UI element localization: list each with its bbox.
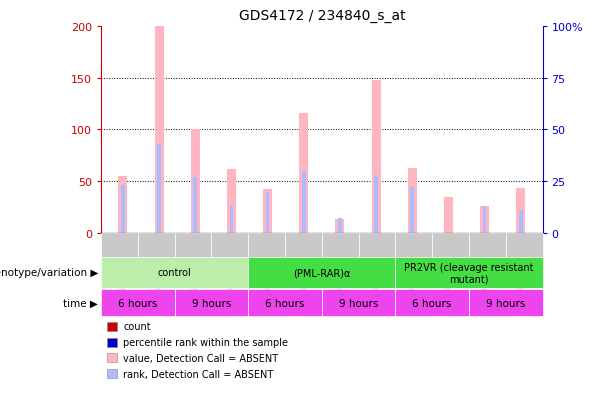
Bar xyxy=(480,206,489,233)
Bar xyxy=(230,206,233,233)
Bar xyxy=(516,189,525,233)
Text: percentile rank within the sample: percentile rank within the sample xyxy=(123,337,288,347)
Text: genotype/variation ▶: genotype/variation ▶ xyxy=(0,268,98,278)
Bar xyxy=(299,114,308,233)
Bar xyxy=(154,27,164,233)
Bar xyxy=(411,188,414,233)
Bar xyxy=(371,81,381,233)
Text: (PML-RAR)α: (PML-RAR)α xyxy=(293,268,351,278)
Text: PR2VR (cleavage resistant
mutant): PR2VR (cleavage resistant mutant) xyxy=(404,262,534,284)
Text: 9 hours: 9 hours xyxy=(486,298,525,308)
Text: rank, Detection Call = ABSENT: rank, Detection Call = ABSENT xyxy=(123,369,273,379)
Bar xyxy=(157,145,161,233)
Bar xyxy=(519,211,523,233)
Text: time ▶: time ▶ xyxy=(63,298,98,308)
Bar xyxy=(302,171,305,233)
Bar xyxy=(483,206,487,233)
Text: 9 hours: 9 hours xyxy=(192,298,231,308)
Bar xyxy=(266,192,269,233)
Text: count: count xyxy=(123,322,151,332)
Text: value, Detection Call = ABSENT: value, Detection Call = ABSENT xyxy=(123,353,278,363)
Title: GDS4172 / 234840_s_at: GDS4172 / 234840_s_at xyxy=(238,9,405,23)
Text: control: control xyxy=(158,268,192,278)
Bar xyxy=(263,190,272,233)
Text: 6 hours: 6 hours xyxy=(413,298,452,308)
Bar xyxy=(338,219,341,233)
Bar xyxy=(408,169,417,233)
Text: 9 hours: 9 hours xyxy=(339,298,378,308)
Bar xyxy=(375,176,378,233)
Bar xyxy=(444,197,453,233)
Bar xyxy=(335,220,345,233)
Bar xyxy=(193,178,197,233)
Bar xyxy=(118,177,128,233)
Bar xyxy=(191,130,200,233)
Bar xyxy=(121,186,124,233)
Text: 6 hours: 6 hours xyxy=(265,298,305,308)
Text: 6 hours: 6 hours xyxy=(118,298,158,308)
Bar xyxy=(227,169,236,233)
